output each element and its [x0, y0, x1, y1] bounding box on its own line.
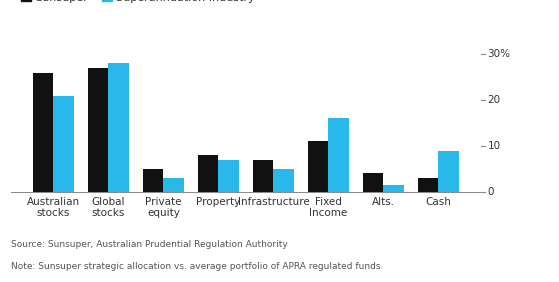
- Bar: [163, 178, 184, 192]
- Bar: [88, 68, 108, 192]
- Bar: [32, 72, 54, 192]
- Bar: [438, 151, 459, 192]
- Text: 20: 20: [487, 95, 500, 105]
- Bar: [363, 173, 383, 192]
- Bar: [219, 160, 239, 192]
- Bar: [273, 169, 295, 192]
- Text: Note: Sunsuper strategic allocation vs. average portfolio of APRA regulated fund: Note: Sunsuper strategic allocation vs. …: [11, 262, 381, 271]
- Bar: [197, 155, 219, 192]
- Bar: [329, 118, 349, 192]
- Bar: [307, 141, 329, 192]
- Bar: [54, 96, 74, 192]
- Text: 0: 0: [487, 187, 494, 197]
- Bar: [108, 63, 129, 192]
- Text: 30%: 30%: [487, 49, 510, 59]
- Bar: [253, 160, 273, 192]
- Text: Source: Sunsuper, Australian Prudential Regulation Authority: Source: Sunsuper, Australian Prudential …: [11, 240, 288, 249]
- Text: 10: 10: [487, 141, 500, 151]
- Legend: Sunsuper, Superannuation Industry: Sunsuper, Superannuation Industry: [17, 0, 259, 7]
- Bar: [383, 185, 404, 192]
- Bar: [143, 169, 163, 192]
- Bar: [418, 178, 438, 192]
